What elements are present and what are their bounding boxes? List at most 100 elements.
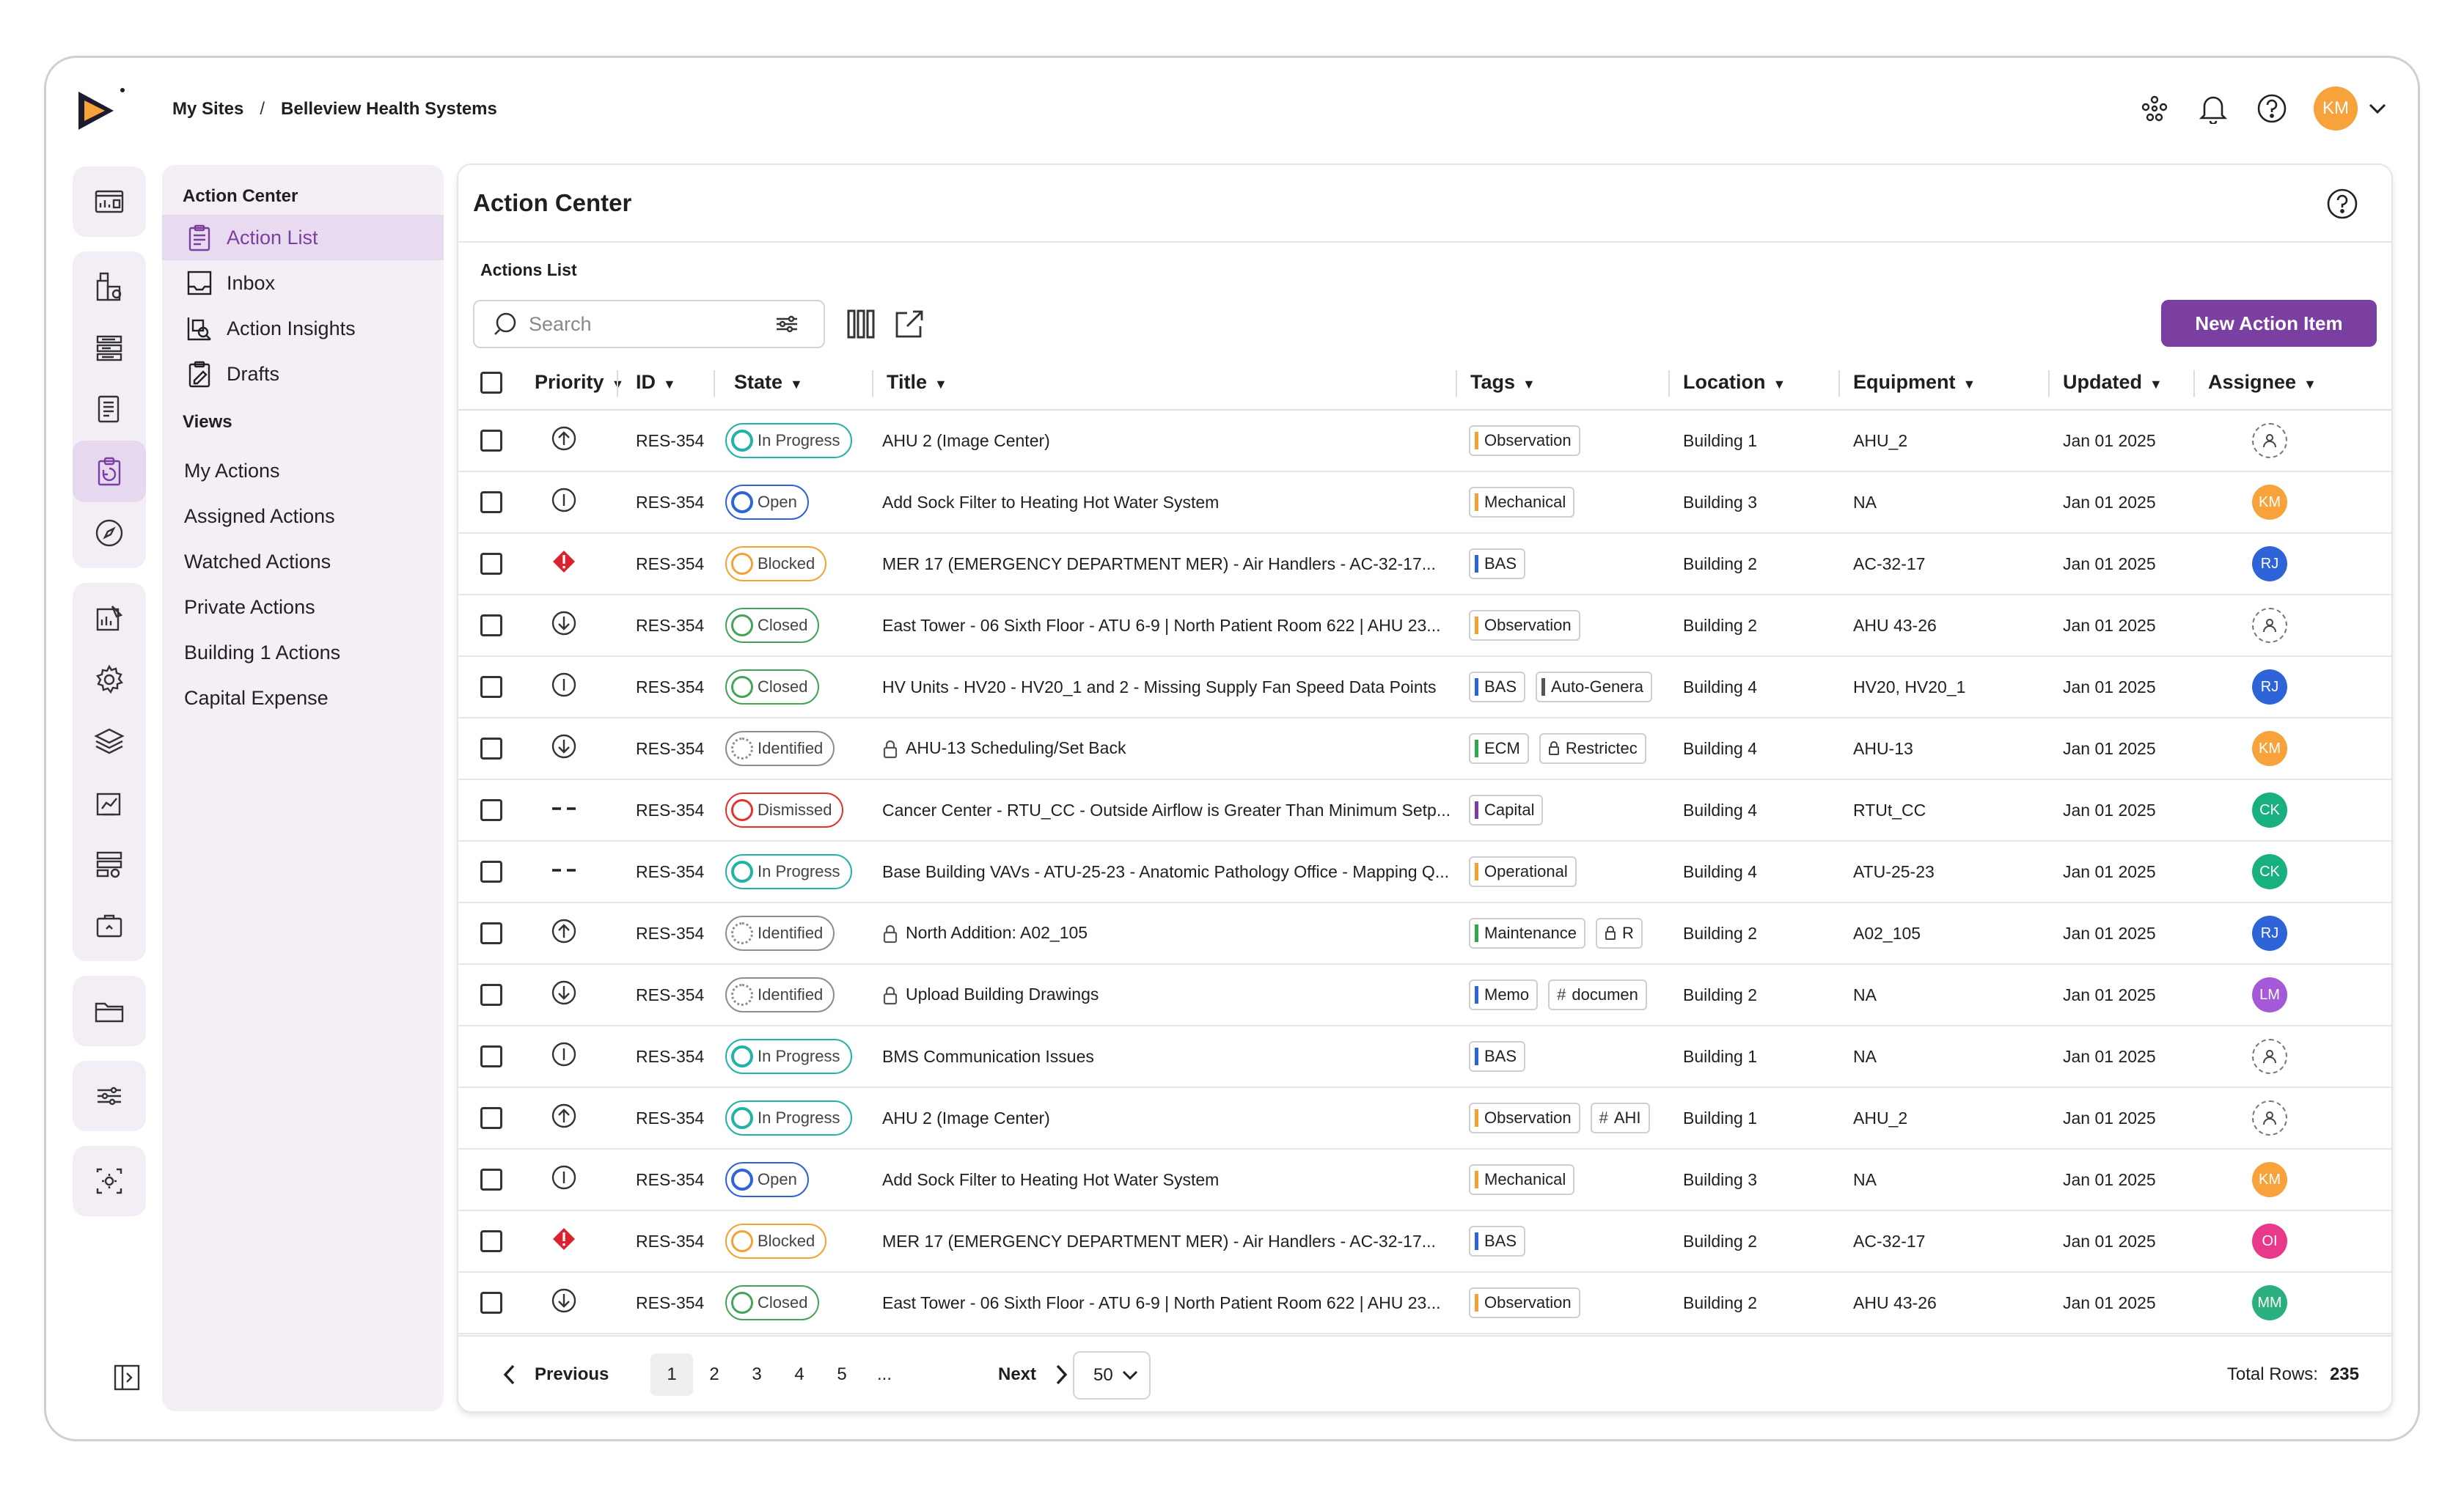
- row-checkbox[interactable]: [480, 861, 502, 883]
- tag-chip[interactable]: BAS: [1469, 1041, 1526, 1072]
- title-cell[interactable]: MER 17 (EMERGENCY DEPARTMENT MER) - Air …: [873, 533, 1457, 595]
- table-row[interactable]: RES-354 Identified North Addition: A02_105…: [458, 902, 2391, 965]
- rail-reports[interactable]: [73, 317, 146, 379]
- view-building-1-actions[interactable]: Building 1 Actions: [184, 641, 341, 663]
- title-cell[interactable]: BMS Communication Issues: [873, 1026, 1457, 1088]
- sidebar-item-action-insights[interactable]: Action Insights: [162, 306, 444, 351]
- rail-buildings[interactable]: [73, 256, 146, 317]
- tag-chip[interactable]: # AHI: [1590, 1103, 1650, 1133]
- id-cell[interactable]: RES-354: [618, 656, 715, 718]
- breadcrumb-root[interactable]: My Sites: [172, 99, 244, 119]
- user-avatar[interactable]: KM: [2314, 87, 2358, 130]
- title-cell[interactable]: East Tower - 06 Sixth Floor - ATU 6-9 | …: [873, 1272, 1457, 1334]
- rail-dashboard[interactable]: [73, 171, 146, 232]
- row-checkbox[interactable]: [480, 1107, 502, 1129]
- row-checkbox[interactable]: [480, 430, 502, 452]
- view-capital-expense[interactable]: Capital Expense: [184, 687, 329, 709]
- rail-metrics[interactable]: [73, 772, 146, 834]
- filter-icon[interactable]: [774, 311, 800, 337]
- tag-chip[interactable]: BAS: [1469, 672, 1526, 702]
- table-row[interactable]: RES-354 Closed East Tower - 06 Sixth Floor…: [458, 1272, 2391, 1334]
- rail-files[interactable]: [73, 980, 146, 1042]
- row-checkbox[interactable]: [480, 1292, 502, 1314]
- row-checkbox[interactable]: [480, 1169, 502, 1191]
- title-cell[interactable]: Cancer Center - RTU_CC - Outside Airflow…: [873, 779, 1457, 842]
- sidebar-item-inbox[interactable]: Inbox: [162, 260, 444, 306]
- assignee-avatar[interactable]: KM: [2252, 1162, 2287, 1197]
- row-checkbox[interactable]: [480, 799, 502, 821]
- row-checkbox[interactable]: [480, 922, 502, 944]
- tag-chip[interactable]: Restrictec: [1539, 733, 1646, 764]
- row-checkbox[interactable]: [480, 553, 502, 575]
- tag-chip[interactable]: Capital: [1469, 795, 1544, 826]
- export-icon[interactable]: [891, 306, 928, 342]
- assignee-avatar[interactable]: RJ: [2252, 916, 2287, 951]
- tag-chip[interactable]: ECM: [1469, 733, 1529, 764]
- rail-documents[interactable]: [73, 379, 146, 441]
- title-cell[interactable]: HV Units - HV20 - HV20_1 and 2 - Missing…: [873, 656, 1457, 718]
- table-row[interactable]: RES-354 Identified AHU-13 Scheduling/Set B…: [458, 718, 2391, 780]
- rail-action-center[interactable]: [73, 441, 146, 502]
- tag-chip[interactable]: # documen: [1548, 979, 1647, 1010]
- table-row[interactable]: RES-354 In Progress BMS Communication Issu…: [458, 1026, 2391, 1088]
- title-cell[interactable]: North Addition: A02_105: [873, 902, 1457, 965]
- assignee-avatar[interactable]: MM: [2252, 1285, 2287, 1320]
- assignee-avatar[interactable]: RJ: [2252, 546, 2287, 581]
- tag-chip[interactable]: Operational: [1469, 856, 1577, 887]
- id-cell[interactable]: RES-354: [618, 779, 715, 842]
- assignee-avatar[interactable]: LM: [2252, 977, 2287, 1012]
- chevron-down-icon[interactable]: [2366, 92, 2388, 125]
- rail-configure[interactable]: [73, 1065, 146, 1127]
- assignee-avatar[interactable]: CK: [2252, 854, 2287, 889]
- unassigned-avatar[interactable]: [2252, 1039, 2287, 1074]
- id-cell[interactable]: RES-354: [618, 1026, 715, 1088]
- title-cell[interactable]: East Tower - 06 Sixth Floor - ATU 6-9 | …: [873, 595, 1457, 657]
- id-cell[interactable]: RES-354: [618, 1149, 715, 1211]
- row-checkbox[interactable]: [480, 984, 502, 1006]
- table-row[interactable]: RES-354 In Progress AHU 2 (Image Center) Ob…: [458, 1087, 2391, 1150]
- rail-admin[interactable]: [73, 1150, 146, 1212]
- search-input[interactable]: [529, 312, 763, 336]
- column-header-tags[interactable]: Tags ▼: [1457, 356, 1670, 411]
- column-header-updated[interactable]: Updated ▼: [2050, 356, 2195, 411]
- title-cell[interactable]: Base Building VAVs - ATU-25-23 - Anatomi…: [873, 841, 1457, 903]
- columns-icon[interactable]: [843, 306, 879, 342]
- next-page-button[interactable]: Next: [998, 1353, 1068, 1397]
- column-header-assignee[interactable]: Assignee ▼: [2195, 356, 2391, 411]
- tag-chip[interactable]: BAS: [1469, 1226, 1526, 1257]
- tag-chip[interactable]: Observation: [1469, 425, 1580, 456]
- sidebar-item-drafts[interactable]: Drafts: [162, 351, 444, 397]
- table-row[interactable]: RES-354 Closed East Tower - 06 Sixth Floor…: [458, 595, 2391, 657]
- id-cell[interactable]: RES-354: [618, 1087, 715, 1150]
- view-assigned-actions[interactable]: Assigned Actions: [184, 505, 335, 527]
- title-cell[interactable]: Upload Building Drawings: [873, 964, 1457, 1026]
- column-header-title[interactable]: Title ▼: [873, 356, 1457, 411]
- table-row[interactable]: RES-354 Blocked MER 17 (EMERGENCY DEPARTME…: [458, 533, 2391, 595]
- page-button-4[interactable]: 4: [794, 1364, 804, 1384]
- title-cell[interactable]: Add Sock Filter to Heating Hot Water Sys…: [873, 1149, 1457, 1211]
- column-header-equipment[interactable]: Equipment ▼: [1840, 356, 2050, 411]
- select-all-checkbox[interactable]: [480, 372, 502, 394]
- view-watched-actions[interactable]: Watched Actions: [184, 551, 331, 573]
- id-cell[interactable]: RES-354: [618, 718, 715, 780]
- row-checkbox[interactable]: [480, 738, 502, 760]
- title-cell[interactable]: MER 17 (EMERGENCY DEPARTMENT MER) - Air …: [873, 1210, 1457, 1273]
- page-button-1[interactable]: 1: [650, 1353, 693, 1396]
- table-row[interactable]: RES-354 In Progress AHU 2 (Image Center) Ob…: [458, 410, 2391, 472]
- rail-layers[interactable]: [73, 710, 146, 772]
- id-cell[interactable]: RES-354: [618, 841, 715, 903]
- tag-chip[interactable]: Observation: [1469, 1287, 1580, 1318]
- unassigned-avatar[interactable]: [2252, 1100, 2287, 1136]
- bell-icon[interactable]: [2196, 92, 2230, 125]
- title-cell[interactable]: Add Sock Filter to Heating Hot Water Sys…: [873, 471, 1457, 534]
- page-button-2[interactable]: 2: [709, 1364, 719, 1384]
- page-button-3[interactable]: 3: [752, 1364, 762, 1384]
- id-cell[interactable]: RES-354: [618, 902, 715, 965]
- assignee-avatar[interactable]: RJ: [2252, 669, 2287, 705]
- breadcrumb-current[interactable]: Belleview Health Systems: [281, 99, 497, 119]
- view-my-actions[interactable]: My Actions: [184, 460, 280, 482]
- tag-chip[interactable]: Memo: [1469, 979, 1539, 1010]
- column-header-id[interactable]: ID ▼: [618, 356, 715, 411]
- tag-chip[interactable]: Maintenance: [1469, 918, 1585, 949]
- help-icon[interactable]: [2255, 92, 2289, 125]
